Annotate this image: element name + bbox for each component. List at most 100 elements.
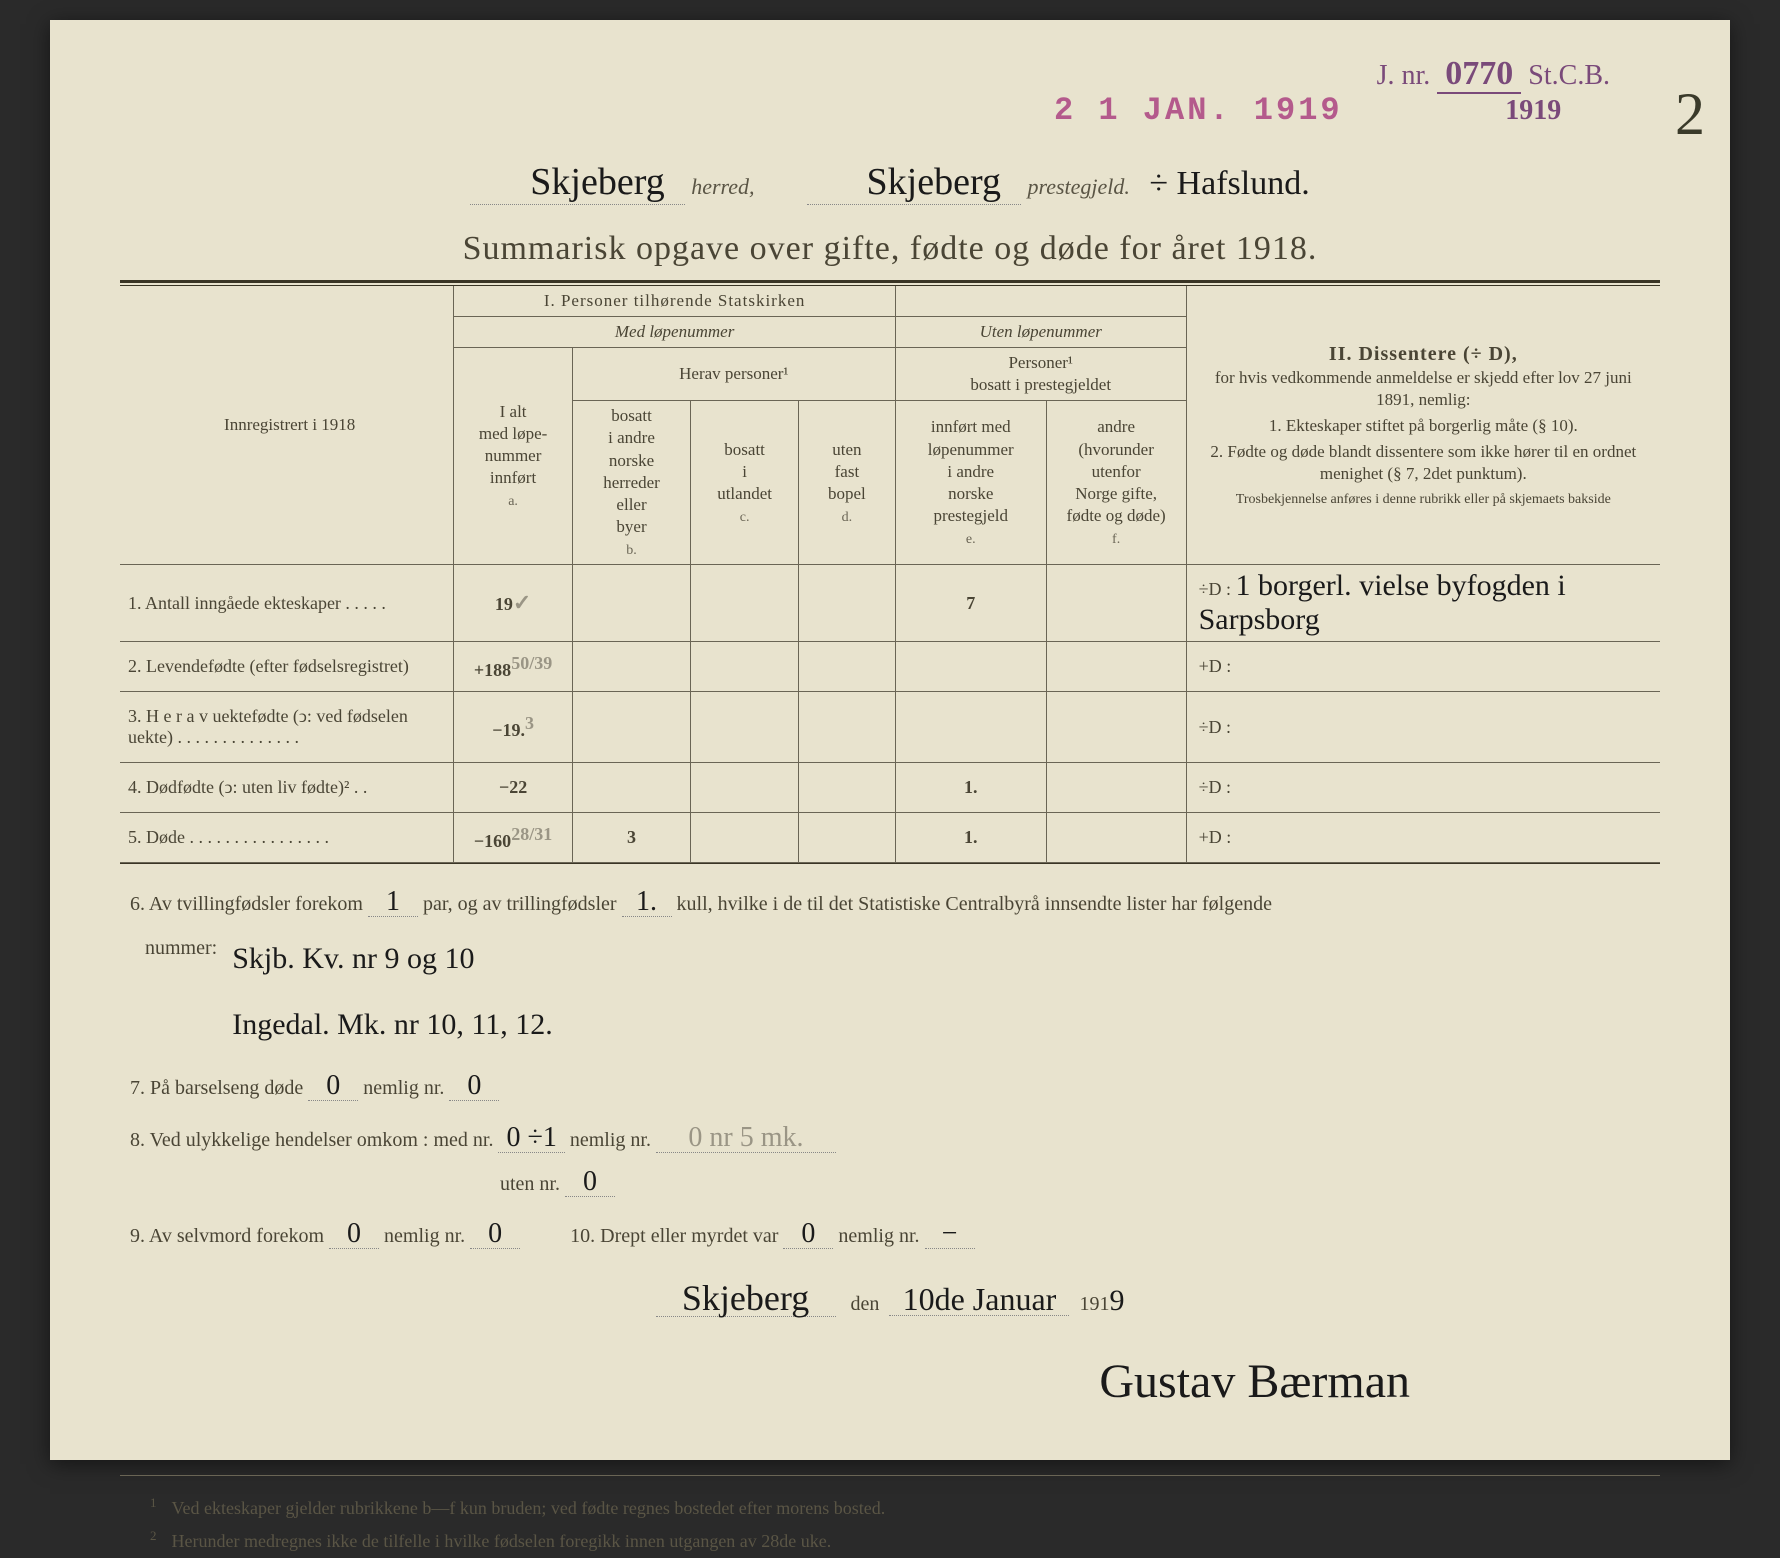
footnotes: 1Ved ekteskaper gjelder rubrikkene b—f k… <box>120 1475 1660 1558</box>
row2-a: +18850/39 <box>454 642 572 692</box>
row4-g: ÷D : <box>1186 763 1660 813</box>
innregistrert-header: Innregistrert i 1918 <box>120 286 454 565</box>
row2-d <box>798 642 895 692</box>
main-table: Innregistrert i 1918 I. Personer tilhøre… <box>120 286 1660 863</box>
col-e-header: innført med løpenummer i andre norske pr… <box>895 401 1046 565</box>
jnr-suffix: St.C.B. <box>1528 60 1610 91</box>
dissenter-title: II. Dissentere (÷ D), <box>1197 341 1650 367</box>
col-d-header: uten fast bopel d. <box>798 401 895 565</box>
med-lopenummer-header: Med løpenummer <box>454 317 896 348</box>
jnr-prefix: J. nr. <box>1377 60 1431 91</box>
personer-bosatt-header: Personer¹ bosatt i prestegjeldet <box>895 348 1186 401</box>
extra-note: ÷ Hafslund. <box>1149 165 1309 202</box>
col-c-header: bosatt i utlandet c. <box>691 401 799 565</box>
section1-header: I. Personer tilhørende Statskirken <box>454 286 896 317</box>
row2-label: 2. Levendefødte (efter fødselsregistret) <box>120 642 454 692</box>
sig-place: Skjeberg <box>656 1280 836 1317</box>
row4-e: 1. <box>895 763 1046 813</box>
line9-v1: 0 <box>329 1220 379 1249</box>
row4-c <box>691 763 799 813</box>
row5-c <box>691 813 799 863</box>
row3-c <box>691 692 799 763</box>
herred-label: herred, <box>691 174 754 199</box>
row1-c <box>691 565 799 642</box>
line-7: 7. På barselseng døde 0 nemlig nr. 0 <box>130 1066 1650 1110</box>
document-paper: 2 1 JAN. 1919 J. nr. 0770 St.C.B. 1919 2… <box>50 20 1730 1460</box>
page-number: 2 <box>1675 80 1705 149</box>
twin-count: 1 <box>368 888 418 917</box>
row4-a: −22 <box>454 763 572 813</box>
line-9-10: 9. Av selvmord forekom 0 nemlig nr. 0 10… <box>130 1214 1650 1258</box>
table-row-5: 5. Døde . . . . . . . . . . . . . . . . … <box>120 813 1660 863</box>
line9-v2: 0 <box>470 1220 520 1249</box>
row5-f <box>1046 813 1186 863</box>
triplet-count: 1. <box>622 888 672 917</box>
line8-v3: 0 <box>565 1168 615 1197</box>
row5-a: −16028/31 <box>454 813 572 863</box>
table-bottom-rule <box>120 863 1660 864</box>
row2-e <box>895 642 1046 692</box>
row4-f <box>1046 763 1186 813</box>
row5-label: 5. Døde . . . . . . . . . . . . . . . . <box>120 813 454 863</box>
footnote-1: 1Ved ekteskaper gjelder rubrikkene b—f k… <box>120 1491 1660 1524</box>
row5-g: +D : <box>1186 813 1660 863</box>
table-row-1: 1. Antall inngåede ekteskaper . . . . . … <box>120 565 1660 642</box>
line10-v2: − <box>925 1220 975 1249</box>
line7-v2: 0 <box>449 1072 499 1101</box>
table-row-4: 4. Dødfødte (ↄ: uten liv fødte)² . . −22… <box>120 763 1660 813</box>
col-a-header: I alt med løpe- nummer innført a. <box>454 348 572 565</box>
signature: Gustav Bærman <box>130 1329 1410 1435</box>
row4-b <box>572 763 690 813</box>
date-stamp: 2 1 JAN. 1919 <box>1054 92 1343 129</box>
row1-e: 7 <box>895 565 1046 642</box>
row1-g: ÷D : 1 borgerl. vielse byfogden i Sarpsb… <box>1186 565 1660 642</box>
table-row-3: 3. H e r a v uektefødte (ↄ: ved fødselen… <box>120 692 1660 763</box>
row1-b <box>572 565 690 642</box>
herav-personer-header: Herav personer¹ <box>572 348 895 401</box>
prestegjeld-label: prestegjeld. <box>1027 174 1129 199</box>
row2-g: +D : <box>1186 642 1660 692</box>
below-table-section: 6. Av tvillingfødsler forekom 1 par, og … <box>120 882 1660 1435</box>
row5-d <box>798 813 895 863</box>
line8-v1: 0 ÷1 <box>498 1124 564 1153</box>
sig-year: 9 <box>1109 1284 1124 1317</box>
row3-d <box>798 692 895 763</box>
title-rule-thick <box>120 280 1660 283</box>
footnote-2: 2Herunder medregnes ikke de tilfelle i h… <box>120 1524 1660 1557</box>
row1-f <box>1046 565 1186 642</box>
row3-b <box>572 692 690 763</box>
row3-label: 3. H e r a v uektefødte (ↄ: ved fødselen… <box>120 692 454 763</box>
signature-line: Skjeberg den 10de Januar 1919 Gustav Bær… <box>130 1268 1650 1435</box>
uten-lopenummer-header: Uten løpenummer <box>895 317 1186 348</box>
header-line: Skjeberg herred, Skjeberg prestegjeld. ÷… <box>120 160 1660 205</box>
row3-a: −19.3 <box>454 692 572 763</box>
dissenter-note: Trosbekjennelse anføres i denne rubrikk … <box>1197 491 1650 509</box>
section2-header: II. Dissentere (÷ D), for hvis vedkommen… <box>1186 286 1660 565</box>
dissenter-item-1: 1. Ekteskaper stiftet på borgerlig måte … <box>1197 415 1650 437</box>
row4-label: 4. Dødfødte (ↄ: uten liv fødte)² . . <box>120 763 454 813</box>
col-f-header: andre (hvorunder utenfor Norge gifte, fø… <box>1046 401 1186 565</box>
jnr-number: 0770 <box>1437 55 1521 94</box>
dissenter-item-2: 2. Fødte og døde blandt dissentere som i… <box>1197 441 1650 485</box>
jnr-year: 1919 <box>1457 95 1610 127</box>
col-b-header: bosatt i andre norske herreder eller bye… <box>572 401 690 565</box>
line8-v2: 0 nr 5 mk. <box>656 1124 836 1153</box>
row1-label: 1. Antall inngåede ekteskaper . . . . . <box>120 565 454 642</box>
twin-numbers: Skjb. Kv. nr 9 og 10 Ingedal. Mk. nr 10,… <box>232 926 553 1058</box>
uten-lopenummer-group <box>895 286 1186 317</box>
document-title: Summarisk opgave over gifte, fødte og dø… <box>120 230 1660 268</box>
herred-value: Skjeberg <box>470 160 684 205</box>
journal-number-stamp: J. nr. 0770 St.C.B. 1919 <box>1377 55 1610 127</box>
row1-a: 19✓ <box>454 565 572 642</box>
row3-f <box>1046 692 1186 763</box>
prestegjeld-value: Skjeberg <box>807 160 1021 205</box>
row5-e: 1. <box>895 813 1046 863</box>
row3-e <box>895 692 1046 763</box>
row3-g: ÷D : <box>1186 692 1660 763</box>
sig-date: 10de Januar <box>889 1283 1069 1316</box>
row2-b <box>572 642 690 692</box>
row4-d <box>798 763 895 813</box>
dissenter-intro: for hvis vedkommende anmeldelse er skjed… <box>1215 368 1632 409</box>
row1-d <box>798 565 895 642</box>
header-row-1: Innregistrert i 1918 I. Personer tilhøre… <box>120 286 1660 317</box>
